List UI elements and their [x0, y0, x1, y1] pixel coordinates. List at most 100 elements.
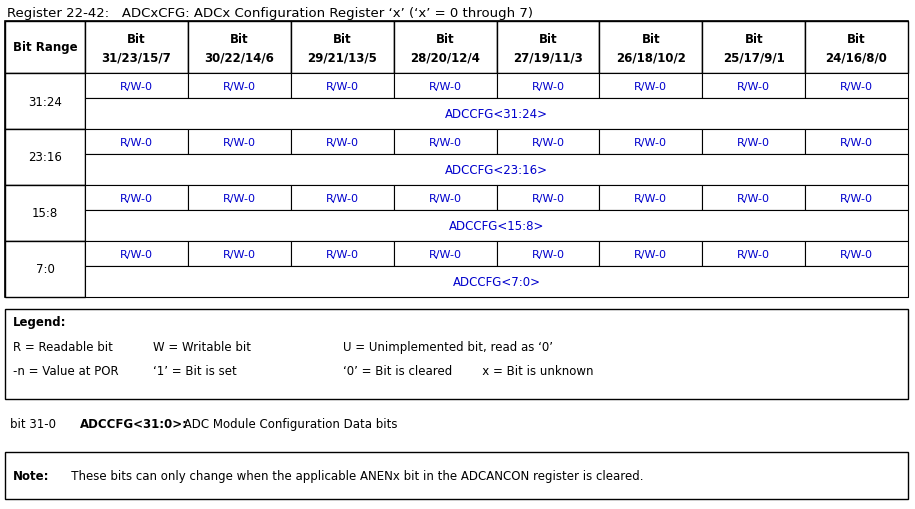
Bar: [393, 74, 497, 99]
Text: R/W-0: R/W-0: [634, 81, 667, 92]
Bar: [85, 22, 188, 74]
Bar: [85, 99, 908, 130]
Bar: [85, 186, 188, 211]
Text: 28/20/12/4: 28/20/12/4: [410, 52, 480, 65]
Bar: [85, 155, 908, 186]
Bar: [85, 267, 908, 297]
Text: R/W-0: R/W-0: [532, 193, 565, 203]
Text: -n = Value at POR: -n = Value at POR: [13, 365, 119, 378]
Bar: [497, 130, 599, 155]
Text: 26/18/10/2: 26/18/10/2: [616, 52, 685, 65]
Text: Bit: Bit: [745, 33, 763, 46]
Bar: [702, 22, 805, 74]
Bar: [5, 309, 908, 399]
Bar: [85, 211, 908, 242]
Text: R/W-0: R/W-0: [737, 249, 770, 259]
Bar: [5, 452, 908, 499]
Bar: [188, 242, 291, 267]
Bar: [188, 74, 291, 99]
Bar: [5, 186, 85, 242]
Text: R/W-0: R/W-0: [223, 137, 256, 147]
Text: U = Unimplemented bit, read as ‘0’: U = Unimplemented bit, read as ‘0’: [343, 341, 553, 354]
Text: R/W-0: R/W-0: [532, 81, 565, 92]
Text: R/W-0: R/W-0: [223, 193, 256, 203]
Bar: [805, 242, 908, 267]
Bar: [291, 242, 393, 267]
Text: 7:0: 7:0: [36, 263, 54, 276]
Text: 31/23/15/7: 31/23/15/7: [102, 52, 171, 65]
Text: 31:24: 31:24: [28, 95, 62, 108]
Bar: [291, 74, 393, 99]
Text: R = Readable bit: R = Readable bit: [13, 341, 113, 354]
Bar: [497, 74, 599, 99]
Text: 15:8: 15:8: [32, 207, 59, 220]
Bar: [805, 186, 908, 211]
Bar: [599, 130, 702, 155]
Text: R/W-0: R/W-0: [120, 137, 153, 147]
Text: 30/22/14/6: 30/22/14/6: [204, 52, 274, 65]
Text: R/W-0: R/W-0: [428, 137, 461, 147]
Bar: [599, 242, 702, 267]
Bar: [599, 186, 702, 211]
Text: R/W-0: R/W-0: [223, 249, 256, 259]
Bar: [85, 130, 188, 155]
Bar: [599, 74, 702, 99]
Bar: [702, 242, 805, 267]
Bar: [393, 130, 497, 155]
Text: R/W-0: R/W-0: [120, 81, 153, 92]
Text: R/W-0: R/W-0: [840, 193, 873, 203]
Bar: [702, 186, 805, 211]
Bar: [188, 22, 291, 74]
Text: ADCCFG<31:0>:: ADCCFG<31:0>:: [80, 418, 188, 431]
Text: Legend:: Legend:: [13, 316, 67, 329]
Text: R/W-0: R/W-0: [120, 193, 153, 203]
Text: Bit Range: Bit Range: [13, 41, 77, 54]
Text: Register 22-42:   ADCxCFG: ADCx Configuration Register ‘x’ (‘x’ = 0 through 7): Register 22-42: ADCxCFG: ADCx Configurat…: [7, 8, 533, 20]
Bar: [188, 186, 291, 211]
Bar: [805, 130, 908, 155]
Text: Bit: Bit: [847, 33, 866, 46]
Bar: [702, 130, 805, 155]
Text: R/W-0: R/W-0: [737, 193, 770, 203]
Bar: [5, 22, 908, 297]
Text: R/W-0: R/W-0: [120, 249, 153, 259]
Text: ADCCFG<31:24>: ADCCFG<31:24>: [445, 108, 548, 121]
Text: ADCCFG<23:16>: ADCCFG<23:16>: [445, 164, 548, 177]
Text: ADCCFG<15:8>: ADCCFG<15:8>: [449, 220, 544, 233]
Bar: [599, 22, 702, 74]
Bar: [497, 242, 599, 267]
Bar: [85, 74, 188, 99]
Bar: [5, 130, 85, 186]
Text: Bit: Bit: [539, 33, 557, 46]
Text: Bit: Bit: [127, 33, 145, 46]
Text: R/W-0: R/W-0: [840, 249, 873, 259]
Text: R/W-0: R/W-0: [428, 193, 461, 203]
Bar: [291, 130, 393, 155]
Bar: [85, 242, 188, 267]
Text: 24/16/8/0: 24/16/8/0: [825, 52, 888, 65]
Bar: [497, 22, 599, 74]
Bar: [5, 74, 85, 130]
Text: R/W-0: R/W-0: [326, 193, 359, 203]
Bar: [5, 22, 85, 74]
Text: R/W-0: R/W-0: [326, 137, 359, 147]
Text: ADC Module Configuration Data bits: ADC Module Configuration Data bits: [180, 418, 397, 431]
Text: ADCCFG<7:0>: ADCCFG<7:0>: [453, 275, 541, 289]
Text: R/W-0: R/W-0: [634, 137, 667, 147]
Text: 23:16: 23:16: [28, 151, 62, 164]
Text: R/W-0: R/W-0: [532, 137, 565, 147]
Text: ‘0’ = Bit is cleared        x = Bit is unknown: ‘0’ = Bit is cleared x = Bit is unknown: [343, 365, 594, 378]
Text: R/W-0: R/W-0: [428, 249, 461, 259]
Bar: [393, 242, 497, 267]
Text: R/W-0: R/W-0: [326, 249, 359, 259]
Bar: [805, 22, 908, 74]
Text: These bits can only change when the applicable ANENx bit in the ADCANCON registe: These bits can only change when the appl…: [60, 469, 643, 482]
Bar: [291, 22, 393, 74]
Text: R/W-0: R/W-0: [532, 249, 565, 259]
Text: R/W-0: R/W-0: [737, 81, 770, 92]
Text: W = Writable bit: W = Writable bit: [153, 341, 251, 354]
Bar: [393, 22, 497, 74]
Bar: [805, 74, 908, 99]
Text: Bit: Bit: [333, 33, 351, 46]
Text: R/W-0: R/W-0: [634, 193, 667, 203]
